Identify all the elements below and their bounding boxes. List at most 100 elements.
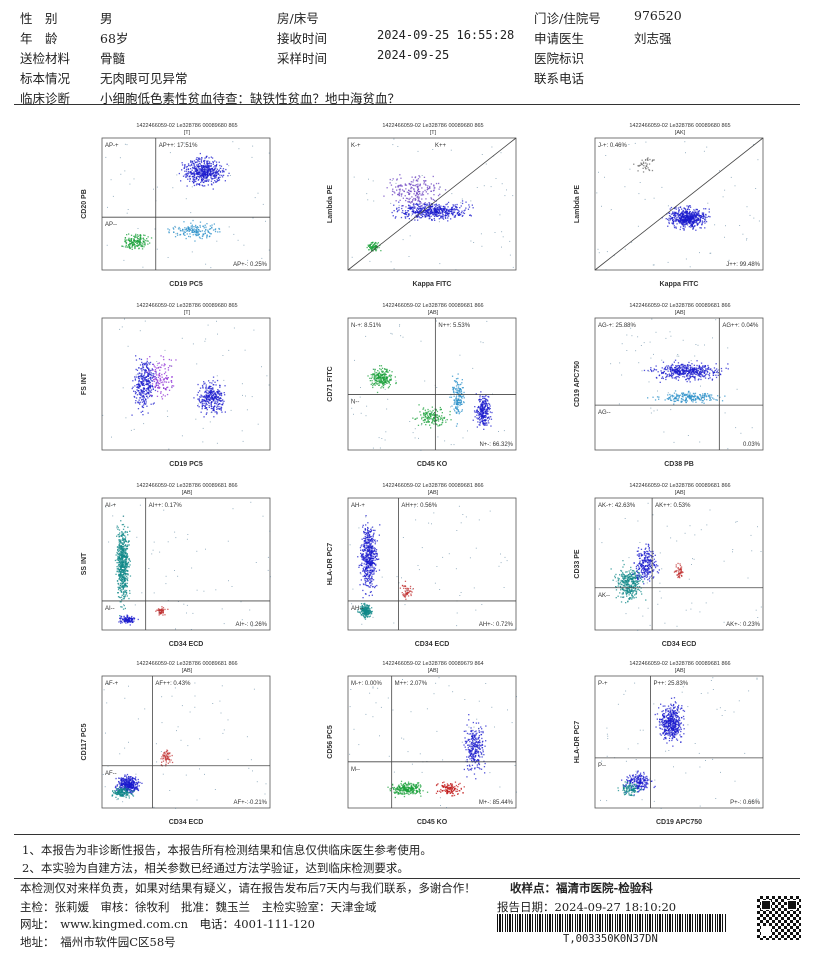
event-dot (204, 185, 206, 187)
event-dot (482, 415, 485, 418)
event-dot (457, 377, 459, 380)
event-dot (179, 233, 182, 236)
event-dot (685, 375, 688, 377)
event-dot (203, 161, 206, 163)
event-dot (134, 396, 136, 398)
event-dot (127, 345, 129, 347)
event-dot (194, 168, 196, 170)
event-dot (367, 375, 369, 377)
event-dot (673, 225, 675, 227)
event-dot (141, 384, 143, 386)
event-dot (420, 414, 422, 416)
event-dot (434, 412, 436, 414)
event-dot (219, 386, 221, 388)
event-dot (663, 368, 665, 370)
event-dot (407, 210, 409, 212)
event-dot (166, 378, 168, 380)
event-dot (694, 221, 696, 224)
event-dot (671, 367, 673, 370)
event-dot (424, 206, 427, 208)
event-dot (694, 220, 696, 223)
event-dot (214, 395, 216, 398)
event-dot (483, 415, 485, 417)
event-dot (425, 412, 427, 414)
field-value: 骨髓 (100, 51, 126, 66)
event-dot (220, 400, 222, 402)
event-dot (198, 168, 200, 170)
event-dot (696, 364, 698, 367)
event-dot (688, 222, 691, 225)
event-dot (692, 216, 694, 218)
event-dot (427, 417, 429, 419)
event-dot (378, 246, 380, 249)
event-dot (405, 213, 408, 216)
event-dot (442, 417, 444, 419)
event-dot (194, 240, 196, 242)
event-dot (135, 236, 137, 238)
event-dot (700, 396, 702, 398)
event-dot (199, 387, 202, 389)
event-dot (408, 204, 410, 206)
quadrant-label: N-- (351, 400, 359, 406)
event-dot (685, 393, 687, 395)
event-dot (408, 198, 410, 201)
event-dot (146, 388, 148, 390)
event-dot (216, 405, 218, 407)
event-dot (373, 378, 375, 380)
event-dot (124, 143, 126, 145)
event-dot (703, 365, 705, 367)
event-dot (143, 241, 145, 243)
event-dot (677, 362, 680, 364)
event-dot (486, 417, 489, 420)
event-dot (454, 209, 456, 211)
event-dot (209, 232, 211, 234)
event-dot (154, 386, 156, 388)
event-dot (193, 184, 196, 187)
event-dot (416, 417, 418, 419)
event-dot (382, 382, 384, 384)
event-dot (487, 416, 489, 419)
event-dot (460, 396, 463, 398)
event-dot (409, 235, 411, 237)
event-dot (653, 197, 655, 199)
event-dot (127, 579, 129, 582)
x-axis-label: CD45 KO (417, 461, 448, 468)
event-dot (148, 382, 151, 384)
event-dot (435, 416, 437, 418)
event-dot (698, 210, 700, 212)
event-dot (422, 407, 425, 409)
event-dot (145, 380, 148, 382)
event-dot (140, 391, 142, 393)
event-dot (130, 239, 132, 241)
event-dot (368, 249, 370, 251)
event-dot (163, 379, 165, 381)
event-dot (477, 407, 479, 409)
event-dot (120, 531, 123, 533)
event-dot (204, 159, 206, 162)
event-dot (136, 239, 138, 242)
event-dot (410, 201, 412, 203)
event-dot (490, 416, 492, 418)
event-dot (213, 174, 215, 176)
event-dot (158, 362, 160, 364)
event-dot (414, 418, 416, 420)
event-dot (380, 378, 382, 380)
event-dot (685, 400, 687, 402)
event-dot (701, 220, 703, 222)
event-dot (378, 384, 381, 386)
event-dot (142, 377, 145, 379)
event-dot (460, 383, 462, 385)
event-dot (135, 355, 137, 357)
event-dot (211, 388, 213, 390)
event-dot (261, 366, 262, 368)
event-dot (149, 387, 152, 389)
event-dot (142, 367, 145, 369)
event-dot (375, 250, 377, 252)
event-dot (407, 210, 410, 212)
event-dot (133, 178, 135, 180)
event-dot (200, 181, 202, 183)
event-dot (217, 390, 219, 393)
event-dot (427, 212, 429, 215)
event-dot (156, 395, 159, 397)
event-dot (204, 232, 206, 235)
